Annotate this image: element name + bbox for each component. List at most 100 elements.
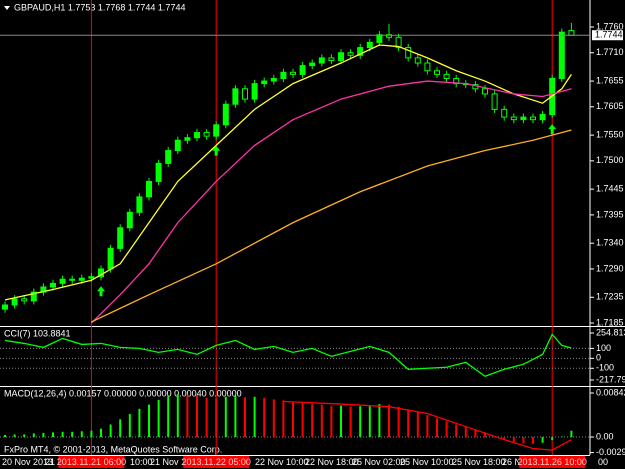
macd-bar <box>272 399 275 438</box>
x-tick-label: 00 <box>598 457 608 467</box>
macd-bar <box>570 430 573 438</box>
candle-body <box>59 278 66 284</box>
macd-bar <box>311 404 314 438</box>
macd-bar <box>224 396 227 438</box>
candle-body <box>107 247 114 270</box>
cci-title: CCI(7) 103.8841 <box>4 328 71 338</box>
macd-bar <box>71 431 74 438</box>
candle-body <box>21 298 28 302</box>
macd-bar <box>445 421 448 438</box>
y-tick-label: 1.7500 <box>596 155 624 165</box>
signal-time-label: 2013.11.21 06:00 <box>57 457 126 467</box>
macd-bar <box>52 432 54 438</box>
macd-bar <box>263 397 266 438</box>
macd-bar <box>4 434 6 438</box>
cci-line <box>4 333 572 377</box>
macd-bar <box>42 432 45 438</box>
macd-bar <box>23 434 26 438</box>
candle-body <box>165 150 172 164</box>
candle-body <box>376 34 383 43</box>
macd-bar <box>215 398 218 438</box>
candle-body <box>232 88 239 105</box>
macd-bar <box>512 437 515 442</box>
frame <box>0 0 625 456</box>
y-tick-label: 0.00 <box>596 431 614 441</box>
macd-bar <box>109 424 112 438</box>
candle-body <box>126 211 133 229</box>
candle-body <box>309 62 316 67</box>
macd-bar <box>378 404 381 438</box>
candle-body <box>510 116 517 121</box>
candle-body <box>117 227 124 249</box>
macd-bar <box>13 434 16 438</box>
candle-body <box>213 124 220 137</box>
macd-bar <box>359 406 362 438</box>
candle-body <box>530 116 536 121</box>
macd-title: MACD(12,26,4) 0.00157 0.00000 0.00000 0.… <box>4 388 242 398</box>
last-price-label: 1.7744 <box>595 30 623 40</box>
macd-bar <box>532 437 534 444</box>
x-tick-label: 21 N <box>45 457 64 467</box>
macd-bar <box>196 395 198 438</box>
candle-body <box>11 298 18 306</box>
signal-time-box <box>58 456 125 468</box>
signal-time-box <box>519 456 586 468</box>
y-tick-label: -0.00298 <box>596 447 625 457</box>
macd-bar <box>244 397 246 438</box>
macd-bar <box>148 404 150 438</box>
moving-average <box>4 44 572 301</box>
candle-body <box>366 41 373 49</box>
macd-bar <box>320 404 323 438</box>
macd-bar <box>340 405 342 438</box>
candle-body <box>482 88 488 95</box>
macd-bar <box>436 418 438 438</box>
macd-bar <box>541 437 544 443</box>
y-tick-label: -100 <box>596 363 614 373</box>
candle-body <box>146 180 152 198</box>
macd-bar <box>32 433 35 438</box>
candle-body <box>174 139 181 152</box>
candle-body <box>184 137 191 141</box>
macd-bar <box>186 394 189 438</box>
chart-title: GBPAUD,H1 1.7753 1.7768 1.7744 1.7744 <box>14 2 185 12</box>
candle-body <box>78 277 85 281</box>
y-tick-label: -217.7954 <box>596 374 625 384</box>
macd-bar <box>464 427 467 438</box>
candle-body <box>251 83 258 100</box>
x-tick-label: 20 Nov 2013 <box>2 457 53 467</box>
macd-bar <box>388 404 390 438</box>
candle-body <box>88 276 95 279</box>
x-tick-label: 25 Nov 10:00 <box>400 457 454 467</box>
y-tick-label: 1.7445 <box>596 184 624 194</box>
footer: FxPro MT4, © 2001-2013, MetaQuotes Softw… <box>4 444 222 454</box>
y-tick-label: 1.7395 <box>596 209 624 219</box>
buy-arrow <box>212 145 221 156</box>
candle-body <box>290 71 296 75</box>
y-tick-label: 254.8137 <box>596 327 625 337</box>
candle-body <box>347 52 354 56</box>
x-tick-label: 25 Nov 02:00 <box>352 457 406 467</box>
macd-bar <box>138 408 141 438</box>
macd-bar <box>176 394 179 438</box>
macd-bar <box>407 409 410 438</box>
y-tick-label: 1.7760 <box>596 21 624 31</box>
candle-body <box>203 132 210 137</box>
macd-bar <box>426 415 429 438</box>
y-tick-label: 1.7235 <box>596 292 624 302</box>
macd-bar <box>301 403 304 438</box>
candle-body <box>443 73 450 79</box>
candle-body <box>558 31 565 79</box>
candle-body <box>270 77 277 82</box>
candle-body <box>155 162 162 182</box>
y-tick-label: 1.7340 <box>596 238 624 248</box>
macd-bar <box>416 411 419 438</box>
candle-body <box>2 304 8 310</box>
y-tick-label: 100 <box>596 343 611 353</box>
candle-body <box>568 30 575 36</box>
macd-bar <box>474 429 477 438</box>
y-tick-label: 0 <box>596 353 601 363</box>
moving-average <box>90 80 572 324</box>
macd-bar <box>484 432 486 438</box>
candle-body <box>395 36 402 49</box>
